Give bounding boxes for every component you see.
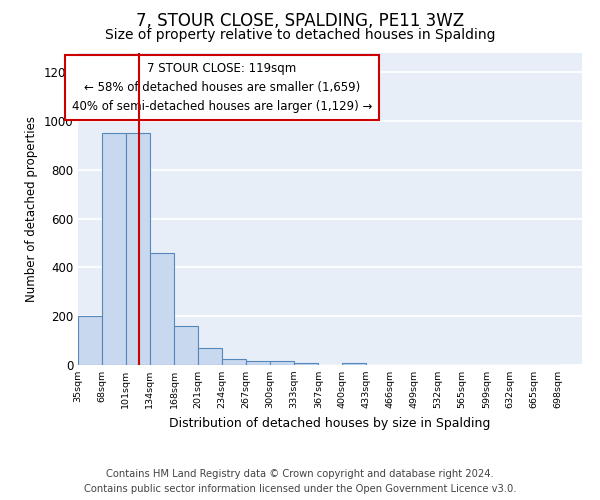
Bar (102, 133, 126, 365)
X-axis label: Distribution of detached houses by size in Spalding: Distribution of detached houses by size … (169, 417, 491, 430)
Bar (294, 362, 317, 365)
Bar (343, 362, 366, 365)
Text: 7, STOUR CLOSE, SPALDING, PE11 3WZ: 7, STOUR CLOSE, SPALDING, PE11 3WZ (136, 12, 464, 30)
Y-axis label: Number of detached properties: Number of detached properties (25, 116, 38, 302)
Bar (78, 316, 102, 365)
Bar (198, 348, 222, 365)
Bar (246, 360, 270, 365)
Bar (126, 133, 149, 365)
Text: Size of property relative to detached houses in Spalding: Size of property relative to detached ho… (105, 28, 495, 42)
Bar (175, 326, 198, 365)
Bar (149, 252, 173, 365)
Text: 7 STOUR CLOSE: 119sqm
← 58% of detached houses are smaller (1,659)
40% of semi-d: 7 STOUR CLOSE: 119sqm ← 58% of detached … (72, 62, 372, 114)
Text: Contains HM Land Registry data © Crown copyright and database right 2024.
Contai: Contains HM Land Registry data © Crown c… (84, 468, 516, 493)
Bar (270, 360, 294, 365)
Bar (222, 359, 246, 365)
